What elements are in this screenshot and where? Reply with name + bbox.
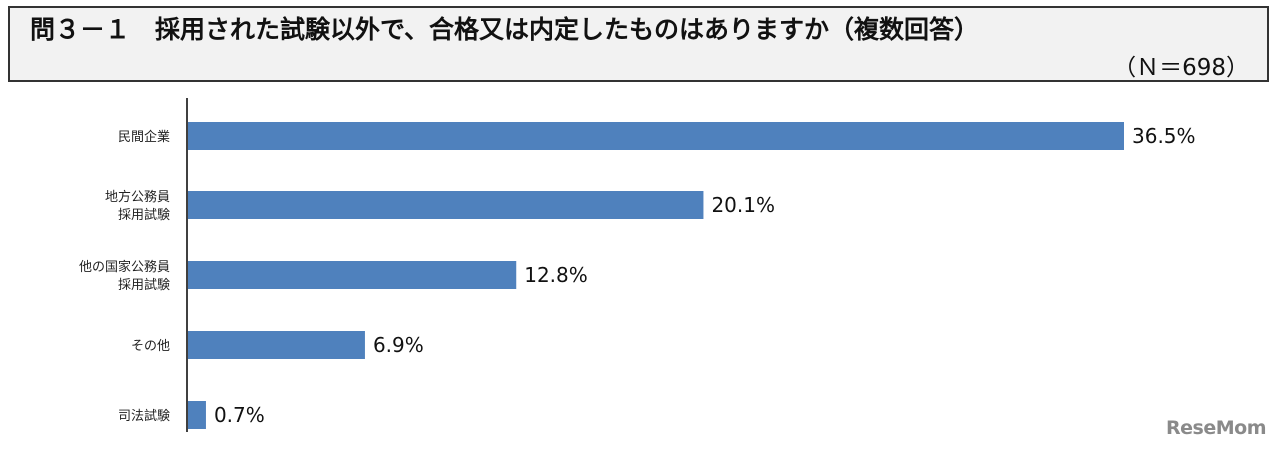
category-label-line: 採用試験 xyxy=(118,277,170,293)
bar-4 xyxy=(188,401,206,429)
bar-3 xyxy=(188,331,365,359)
value-label-2: 12.8% xyxy=(524,263,588,287)
category-label-2: 他の国家公務員採用試験 xyxy=(79,259,170,293)
value-label-4: 0.7% xyxy=(214,403,265,427)
category-label-line: 民間企業 xyxy=(118,129,170,145)
category-label-line: 地方公務員 xyxy=(105,189,170,205)
bar-1 xyxy=(188,191,704,219)
bar-2 xyxy=(188,261,517,289)
chart-title: 問３－１ 採用された試験以外で、合格又は内定したものはありますか（複数回答） xyxy=(30,15,980,44)
category-label-1: 地方公務員採用試験 xyxy=(105,189,170,223)
category-label-line: その他 xyxy=(131,339,170,354)
sample-size: （Ｎ＝698） xyxy=(1113,55,1249,81)
bar-0 xyxy=(188,122,1124,150)
resemom-logo: ReseMom xyxy=(1166,417,1266,439)
category-label-line: 司法試験 xyxy=(118,408,170,424)
value-label-1: 20.1% xyxy=(711,193,775,217)
category-label-3: その他 xyxy=(131,339,170,354)
category-label-0: 民間企業 xyxy=(118,129,170,145)
category-label-line: 採用試験 xyxy=(118,207,170,223)
category-label-line: 他の国家公務員 xyxy=(79,259,170,275)
header-box: 問３－１ 採用された試験以外で、合格又は内定したものはありますか（複数回答） （… xyxy=(8,6,1269,82)
value-label-3: 6.9% xyxy=(373,333,424,357)
value-label-0: 36.5% xyxy=(1132,124,1196,148)
category-label-4: 司法試験 xyxy=(118,408,170,424)
